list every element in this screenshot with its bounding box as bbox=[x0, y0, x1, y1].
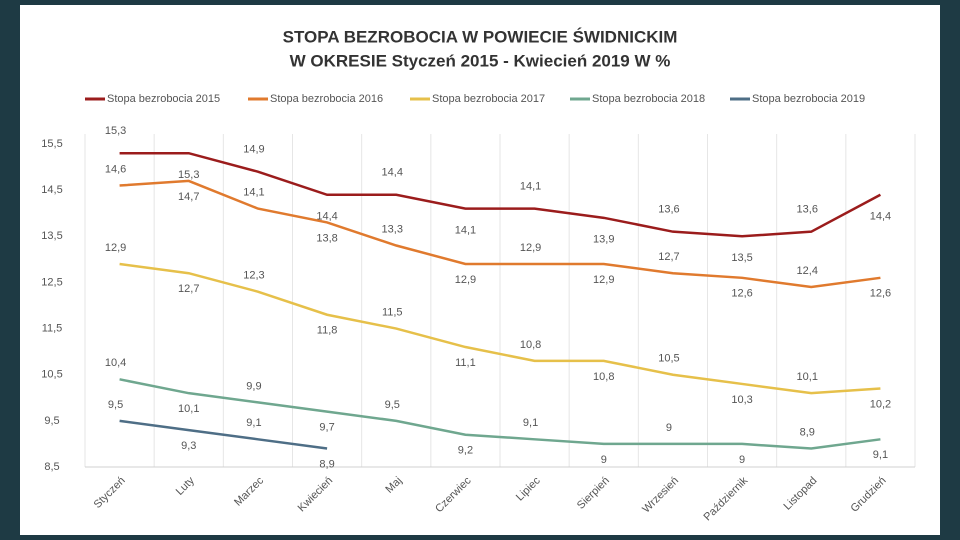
data-label: 12,9 bbox=[455, 274, 476, 286]
legend-label: Stopa bezrobocia 2017 bbox=[432, 93, 545, 105]
data-label: 14,1 bbox=[520, 181, 541, 193]
y-tick-label: 12,5 bbox=[41, 276, 62, 288]
chart-title: STOPA BEZROBOCIA W POWIECIE ŚWIDNICKIM bbox=[283, 27, 678, 46]
data-label: 9 bbox=[666, 422, 672, 434]
legend-label: Stopa bezrobocia 2016 bbox=[270, 93, 383, 105]
data-label: 9,7 bbox=[319, 422, 334, 434]
series-line bbox=[119, 179, 881, 289]
data-label: 14,1 bbox=[243, 187, 264, 199]
data-label: 12,9 bbox=[105, 242, 126, 254]
y-tick-label: 10,5 bbox=[41, 369, 62, 381]
data-label: 9,1 bbox=[873, 449, 888, 461]
data-label: 12,6 bbox=[870, 288, 891, 300]
data-label: 10,1 bbox=[178, 403, 199, 415]
data-label: 15,3 bbox=[105, 125, 126, 137]
y-tick-label: 11,5 bbox=[42, 322, 63, 334]
data-label: 10,8 bbox=[593, 371, 614, 383]
y-tick-label: 8,5 bbox=[44, 461, 59, 473]
data-label: 10,1 bbox=[797, 371, 818, 383]
data-label: 8,9 bbox=[319, 458, 334, 470]
data-label: 9 bbox=[739, 454, 745, 466]
data-label: 9 bbox=[601, 454, 607, 466]
data-label: 13,8 bbox=[316, 232, 337, 244]
data-label: 12,7 bbox=[178, 283, 199, 295]
data-label: 12,9 bbox=[593, 274, 614, 286]
chart-subtitle: W OKRESIE Styczeń 2015 - Kwiecień 2019 W… bbox=[290, 51, 671, 70]
data-label: 9,5 bbox=[108, 399, 123, 411]
data-label: 15,3 bbox=[178, 169, 199, 181]
series-line bbox=[119, 151, 882, 238]
series-line bbox=[119, 419, 328, 450]
data-label: 14,1 bbox=[455, 225, 476, 237]
data-label: 14,4 bbox=[382, 167, 403, 179]
data-label: 10,8 bbox=[520, 339, 541, 351]
data-label: 10,2 bbox=[870, 398, 891, 410]
y-tick-label: 14,5 bbox=[41, 184, 62, 196]
legend-label: Stopa bezrobocia 2015 bbox=[107, 93, 220, 105]
data-label: 9,5 bbox=[385, 399, 400, 411]
data-label: 14,9 bbox=[243, 144, 264, 156]
data-label: 13,9 bbox=[593, 234, 614, 246]
data-label: 13,6 bbox=[658, 204, 679, 216]
data-label: 14,7 bbox=[178, 191, 199, 203]
data-label: 9,3 bbox=[181, 440, 196, 452]
data-label: 12,4 bbox=[797, 265, 818, 277]
data-label: 10,5 bbox=[658, 353, 679, 365]
data-label: 12,3 bbox=[243, 270, 264, 282]
y-tick-label: 9,5 bbox=[44, 415, 59, 427]
data-label: 10,4 bbox=[105, 357, 126, 369]
data-label: 11,1 bbox=[455, 357, 476, 369]
data-label: 10,3 bbox=[731, 394, 752, 406]
legend-label: Stopa bezrobocia 2018 bbox=[592, 93, 705, 105]
data-label: 13,6 bbox=[797, 204, 818, 216]
data-label: 12,9 bbox=[520, 242, 541, 254]
data-label: 12,7 bbox=[658, 251, 679, 263]
y-tick-label: 13,5 bbox=[41, 230, 62, 242]
data-label: 14,4 bbox=[870, 211, 891, 223]
y-tick-label: 15,5 bbox=[41, 138, 62, 150]
series-line bbox=[119, 262, 881, 395]
data-label: 14,4 bbox=[316, 211, 337, 223]
data-label: 12,6 bbox=[731, 288, 752, 300]
data-label: 13,3 bbox=[382, 223, 403, 235]
data-label: 9,1 bbox=[523, 417, 538, 429]
data-label: 8,9 bbox=[800, 426, 815, 438]
data-label: 9,2 bbox=[458, 445, 473, 457]
data-label: 9,9 bbox=[246, 380, 261, 392]
data-label: 13,5 bbox=[731, 252, 752, 264]
data-label: 11,5 bbox=[382, 306, 403, 318]
series-line bbox=[119, 378, 881, 450]
data-label: 14,6 bbox=[105, 163, 126, 175]
legend-label: Stopa bezrobocia 2019 bbox=[752, 93, 865, 105]
data-label: 9,1 bbox=[246, 417, 261, 429]
data-label: 11,8 bbox=[317, 325, 338, 337]
